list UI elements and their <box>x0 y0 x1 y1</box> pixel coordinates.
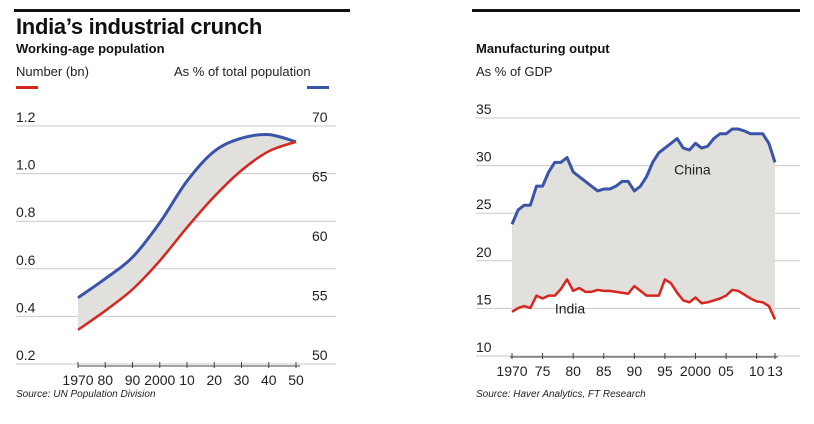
x-tick-label: 90 <box>627 363 643 379</box>
x-tick-label: 1970 <box>62 372 93 388</box>
y-tick-label-right: 70 <box>312 109 328 125</box>
x-tick-label: 13 <box>767 363 783 379</box>
x-tick-label: 1970 <box>496 363 527 379</box>
x-tick-label: 80 <box>565 363 581 379</box>
x-tick-label: 95 <box>657 363 673 379</box>
right-unit-label: As % of GDP <box>476 64 553 79</box>
x-tick-label: 10 <box>749 363 765 379</box>
y-tick-label-right: 50 <box>312 347 328 363</box>
y-tick-label: 20 <box>476 244 492 260</box>
series-label-china: China <box>674 162 711 178</box>
y-tick-label: 10 <box>476 339 492 355</box>
y-tick-label: 25 <box>476 196 492 212</box>
y-tick-label: 15 <box>476 291 492 307</box>
legend-swatch-blue <box>307 86 329 89</box>
y-tick-label-left: 0.2 <box>16 347 36 363</box>
y-tick-label-left: 0.6 <box>16 252 36 268</box>
x-tick-label: 2000 <box>144 372 175 388</box>
y-tick-label-left: 1.0 <box>16 157 36 173</box>
x-tick-label: 20 <box>206 372 222 388</box>
series-label-india: India <box>555 301 586 317</box>
legend-swatch-red <box>16 86 38 89</box>
series-line-number <box>77 140 297 331</box>
left-top-rule <box>14 9 350 12</box>
x-tick-label: 2000 <box>680 363 711 379</box>
x-tick-label: 50 <box>288 372 304 388</box>
x-tick-label: 10 <box>179 372 195 388</box>
right-subtitle: Manufacturing output <box>476 41 610 56</box>
left-legend-number: Number (bn) <box>16 64 89 79</box>
y-tick-label-right: 60 <box>312 228 328 244</box>
y-tick-label: 30 <box>476 149 492 165</box>
x-tick-label: 30 <box>234 372 250 388</box>
series-line-india <box>511 278 777 320</box>
right-top-rule <box>472 9 800 12</box>
y-tick-label-left: 1.2 <box>16 109 36 125</box>
x-tick-label: 40 <box>261 372 277 388</box>
shaded-area <box>78 134 296 330</box>
x-tick-label: 85 <box>596 363 612 379</box>
y-tick-label-right: 55 <box>312 288 328 304</box>
chart-title: India’s industrial crunch <box>16 14 262 39</box>
series-line-percent <box>77 133 297 299</box>
series-line-china <box>510 127 777 225</box>
left-legend-percent: As % of total population <box>174 64 311 79</box>
x-tick-label: 90 <box>125 372 141 388</box>
left-source: Source: UN Population Division <box>16 389 156 400</box>
y-tick-label-left: 0.8 <box>16 204 36 220</box>
x-tick-label: 80 <box>97 372 113 388</box>
x-tick-label: 75 <box>535 363 551 379</box>
x-tick-label: 05 <box>718 363 734 379</box>
left-subtitle: Working-age population <box>16 41 165 56</box>
y-tick-label: 35 <box>476 101 492 117</box>
y-tick-label-left: 0.4 <box>16 299 36 315</box>
right-source: Source: Haver Analytics, FT Research <box>476 389 646 400</box>
y-tick-label-right: 65 <box>312 169 328 185</box>
